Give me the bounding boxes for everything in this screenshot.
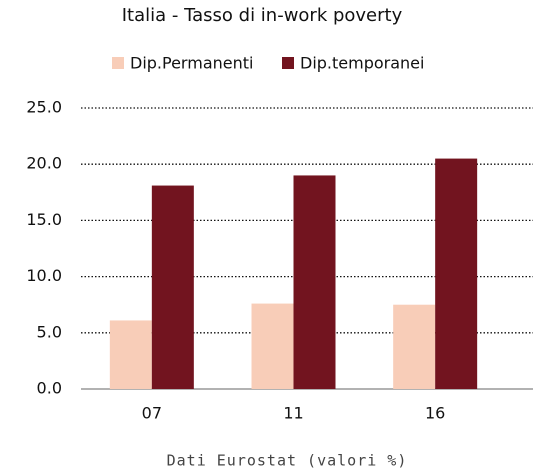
chart-title: Italia - Tasso di in-work poverty xyxy=(122,5,403,26)
y-tick-label: 25.0 xyxy=(26,98,62,117)
bar xyxy=(109,320,152,389)
y-tick-label: 5.0 xyxy=(37,322,62,341)
y-tick-label: 15.0 xyxy=(26,210,62,229)
legend-label: Dip.Permanenti xyxy=(130,54,253,73)
x-tick-label: 07 xyxy=(142,404,162,423)
y-tick-label: 10.0 xyxy=(26,266,62,285)
bar xyxy=(293,175,336,389)
y-tick-label: 0.0 xyxy=(37,379,62,398)
source-note: Dati Eurostat (valori %) xyxy=(167,452,408,470)
legend-swatch xyxy=(282,57,294,69)
bar xyxy=(151,185,194,389)
legend-label: Dip.temporanei xyxy=(300,54,424,73)
bar xyxy=(251,303,294,389)
legend-swatch xyxy=(112,57,124,69)
bar xyxy=(435,158,478,389)
bar xyxy=(393,304,436,389)
x-tick-label: 11 xyxy=(283,404,303,423)
x-tick-label: 16 xyxy=(425,404,445,423)
y-tick-label: 20.0 xyxy=(26,154,62,173)
